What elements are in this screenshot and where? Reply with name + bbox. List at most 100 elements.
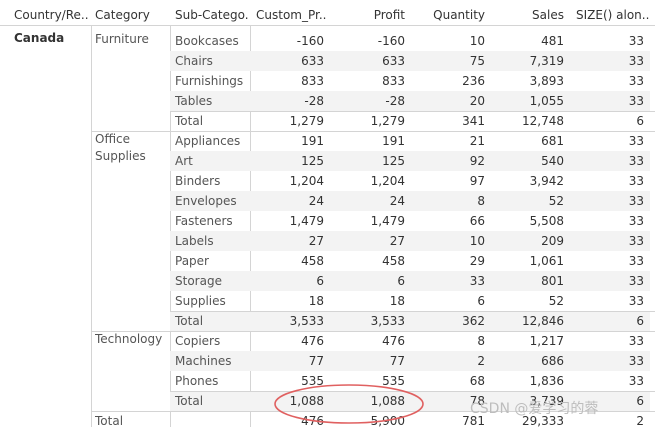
table-cell-size: 33 [628,214,644,228]
total-cell-custom_profit: 3,533 [289,314,324,328]
total-cell-quantity: 341 [462,114,485,128]
total-cell-size: 6 [636,394,644,408]
table-cell-sub[interactable]: Appliances [175,134,241,148]
table-cell-quantity: 20 [469,94,485,108]
row-band [170,311,650,331]
table-cell-custom_profit: 458 [301,254,324,268]
table-cell-custom_profit: 77 [308,354,324,368]
column-divider [250,26,251,427]
total-cell-sub[interactable]: Total [175,114,204,128]
table-cell-sales: 52 [548,294,564,308]
table-cell-quantity: 2 [477,354,485,368]
table-cell-sub[interactable]: Art [175,154,193,168]
table-cell-sales: 7,319 [529,54,564,68]
table-cell-quantity: 8 [477,334,485,348]
table-cell-quantity: 66 [469,214,485,228]
table-cell-sub[interactable]: Machines [175,354,232,368]
table-cell-quantity: 68 [469,374,485,388]
header-country[interactable]: Country/Re.. [14,8,89,22]
table-cell-profit: 633 [382,54,405,68]
total-cell-sub[interactable]: Total [175,314,204,328]
table-cell-profit: 1,479 [370,214,405,228]
table-cell-quantity: 33 [469,274,485,288]
total-cell-sales: 3,739 [529,394,564,408]
subtotal-divider [170,111,655,112]
table-cell-size: 33 [628,334,644,348]
total-cell-size: 6 [636,114,644,128]
table-cell-sub[interactable]: Storage [175,274,222,288]
category-label[interactable]: Furniture [95,32,149,46]
total-cell-sales: 12,846 [522,314,564,328]
total-cell-quantity: 78 [469,394,485,408]
table-cell-custom_profit: 18 [308,294,324,308]
table-cell-profit: 27 [389,234,405,248]
table-cell-quantity: 75 [469,54,485,68]
table-cell-sub[interactable]: Envelopes [175,194,237,208]
table-cell-sub[interactable]: Supplies [175,294,226,308]
row-band [170,271,650,291]
header-quantity[interactable]: Quantity [433,8,485,22]
category-label[interactable]: Office Supplies [95,132,146,163]
table-cell-quantity: 29 [469,254,485,268]
total-cell-sub[interactable]: Total [175,394,204,408]
header-category[interactable]: Category [95,8,150,22]
header-size[interactable]: SIZE() alon.. [576,8,650,22]
column-divider [170,26,171,427]
table-cell-sub[interactable]: Bookcases [175,34,239,48]
table-cell-size: 33 [628,74,644,88]
group-divider [91,331,655,332]
row-band [170,151,650,171]
category-label[interactable]: Technology [95,332,163,346]
table-cell-size: 33 [628,34,644,48]
table-cell-size: 33 [628,174,644,188]
grand-total-size: 2 [636,414,644,428]
table-cell-size: 33 [628,354,644,368]
table-cell-quantity: 8 [477,194,485,208]
table-cell-sub[interactable]: Phones [175,374,219,388]
watermark: CSDN @爱学习的蓉 [470,401,599,417]
header-sales[interactable]: Sales [532,8,564,22]
table-cell-custom_profit: 833 [301,74,324,88]
table-cell-sales: 540 [541,154,564,168]
table-cell-size: 33 [628,234,644,248]
total-cell-profit: 3,533 [370,314,405,328]
table-cell-quantity: 21 [469,134,485,148]
total-cell-profit: 1,279 [370,114,405,128]
table-cell-sub[interactable]: Chairs [175,54,213,68]
table-cell-sales: 5,508 [529,214,564,228]
table-cell-sub[interactable]: Binders [175,174,221,188]
table-cell-profit: -28 [385,94,405,108]
table-cell-profit: 191 [382,134,405,148]
table-cell-profit: 1,204 [370,174,405,188]
table-cell-sales: 1,836 [529,374,564,388]
table-cell-sub[interactable]: Copiers [175,334,221,348]
table-cell-sub[interactable]: Furnishings [175,74,244,88]
table-cell-size: 33 [628,54,644,68]
table-cell-sales: 801 [541,274,564,288]
header-custom-profit[interactable]: Custom_Pr.. [256,8,327,22]
grand-total-label[interactable]: Total [95,414,124,428]
table-cell-sub[interactable]: Fasteners [175,214,233,228]
table-cell-size: 33 [628,274,644,288]
table-cell-quantity: 10 [469,34,485,48]
header-profit[interactable]: Profit [373,8,405,22]
table-cell-custom_profit: 191 [301,134,324,148]
highlight-ellipse [274,384,424,424]
total-cell-sales: 12,748 [522,114,564,128]
header-divider [0,25,655,26]
table-cell-profit: 833 [382,74,405,88]
table-cell-size: 33 [628,294,644,308]
table-cell-sub[interactable]: Tables [175,94,213,108]
table-cell-profit: 18 [389,294,405,308]
country-label[interactable]: Canada [14,31,65,45]
table-cell-sales: 1,055 [529,94,564,108]
table-cell-quantity: 6 [477,294,485,308]
table-cell-sub[interactable]: Paper [175,254,209,268]
table-cell-sales: 686 [541,354,564,368]
table-cell-sales: 52 [548,194,564,208]
header-subcategory[interactable]: Sub-Catego.. [175,8,249,22]
table-cell-custom_profit: 27 [308,234,324,248]
table-cell-sub[interactable]: Labels [175,234,214,248]
total-cell-size: 6 [636,314,644,328]
